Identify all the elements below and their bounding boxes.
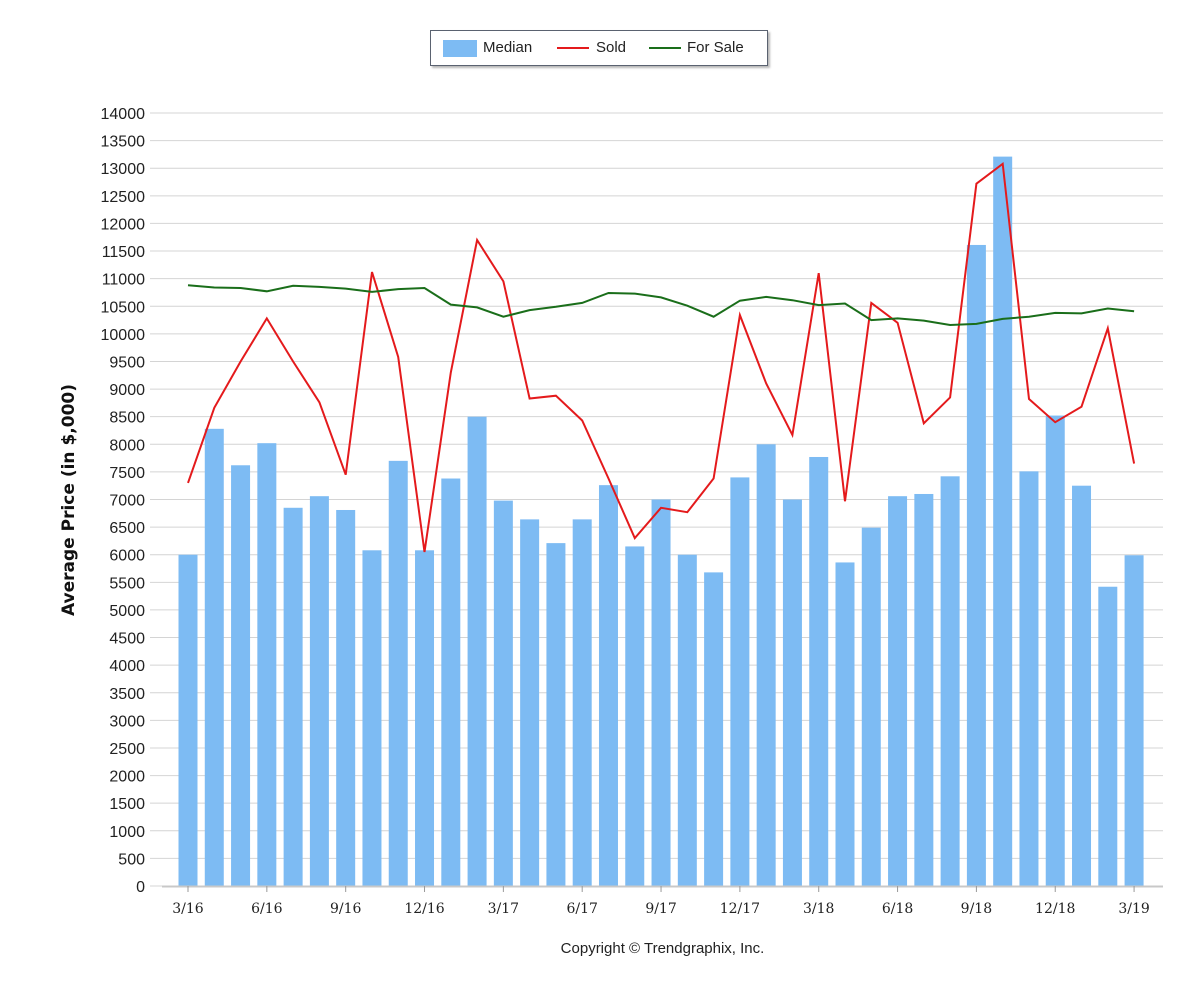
series-lines [187,161,1136,553]
legend-forsale-swatch [649,47,681,49]
x-tick-label: 3/16 [172,901,204,917]
y-tick-label: 3500 [109,686,145,703]
legend-median-swatch [443,40,477,57]
y-tick-label: 13000 [101,161,146,178]
median-bar [493,500,513,886]
y-tick-label: 5500 [109,575,145,592]
median-bar [572,519,592,886]
y-tick-label: 2500 [109,741,145,758]
legend-forsale-label: For Sale [687,39,744,56]
median-bar [546,543,566,886]
x-tick-label: 6/16 [251,901,283,917]
y-tick-label: 11000 [102,272,145,289]
legend-sold-label: Sold [596,39,627,56]
y-tick-label: 3000 [109,713,145,730]
y-tick-label: 6000 [109,548,145,565]
median-bar [782,499,802,886]
y-axis-label: Average Price (in $,000) [59,384,79,616]
median-bar [1124,555,1144,886]
y-tick-label: 10000 [101,327,146,344]
y-tick-label: 11500 [102,244,145,261]
y-tick-label: 12000 [101,216,146,233]
median-bar [467,416,487,886]
x-tick-label: 3/18 [803,901,834,917]
y-tick-label: 8500 [109,410,145,427]
legend: Median Sold For Sale [430,30,768,66]
copyright-text: Copyright © Trendgraphix, Inc. [560,940,765,957]
median-bar [704,572,724,886]
median-bar [966,244,986,886]
y-tick-label: 4500 [109,631,145,648]
x-tick-label: 9/17 [645,901,676,917]
x-axis: 3/16 6/16 9/16 12/16 3/17 6/17 9/17 12/17 3/18 6/… [162,885,1163,917]
x-tick-label: 9/16 [330,901,362,917]
y-tick-label: 6500 [109,520,145,537]
y-tick-label: 5000 [109,603,145,620]
median-bar [415,550,435,886]
legend-sold-swatch [557,47,589,49]
median-bar [651,499,671,886]
median-bar [993,156,1013,887]
x-tick-label: 12/18 [1035,901,1075,917]
median-bar [1072,485,1092,886]
y-tick-label: 7000 [109,493,145,510]
median-bar [388,460,408,886]
x-tick-label: 3/17 [488,901,519,917]
y-tick-label: 9500 [109,354,145,371]
median-bar [756,444,776,886]
y-tick-label: 7500 [109,465,145,482]
median-bar [204,428,224,886]
median-bar [677,554,697,886]
median-bar [730,477,750,886]
median-bar [1045,415,1065,886]
y-tick-label: 13500 [101,134,146,151]
x-tick-label: 6/18 [882,901,913,917]
median-bar [625,546,645,886]
x-tick-label: 12/17 [720,901,760,917]
median-bar [940,476,960,886]
y-tick-label: 9000 [109,382,145,399]
y-axis-tick-labels: 0 500 1000 1500 2000 2500 3000 3500 4000 4500 5000… [101,106,146,896]
median-bar [809,456,829,886]
y-tick-label: 1500 [109,796,145,813]
y-tick-label: 0 [136,879,145,896]
y-tick-label: 14000 [101,106,146,123]
y-tick-label: 12500 [101,189,146,206]
y-tick-label: 500 [118,851,145,868]
sold-line [187,161,1136,553]
median-bar [888,496,908,886]
median-bar [441,478,461,886]
y-tick-label: 2000 [109,769,145,786]
median-bar [362,550,382,886]
x-tick-label: 12/16 [404,901,444,917]
median-bar [914,493,934,886]
x-tick-label: 6/17 [566,901,597,917]
median-bar [178,554,198,886]
x-tick-label: 3/19 [1118,901,1149,917]
median-bar [598,485,618,886]
y-tick-label: 8000 [109,437,145,454]
y-tick-label: 10500 [101,299,146,316]
median-bar [520,519,540,886]
legend-median-label: Median [483,39,533,56]
median-bar [231,465,251,886]
median-bar [283,507,303,886]
median-bar [1019,471,1039,886]
median-bars [178,156,1144,887]
y-tick-label: 1000 [109,824,145,841]
median-bar [861,527,881,886]
median-bar [336,509,356,886]
median-bar [257,443,277,886]
y-tick-label: 4000 [109,658,145,675]
median-bar [835,562,855,886]
median-bar [1098,586,1118,886]
for-sale-line [187,284,1135,327]
median-bar [309,496,329,886]
x-tick-label: 9/18 [961,901,992,917]
